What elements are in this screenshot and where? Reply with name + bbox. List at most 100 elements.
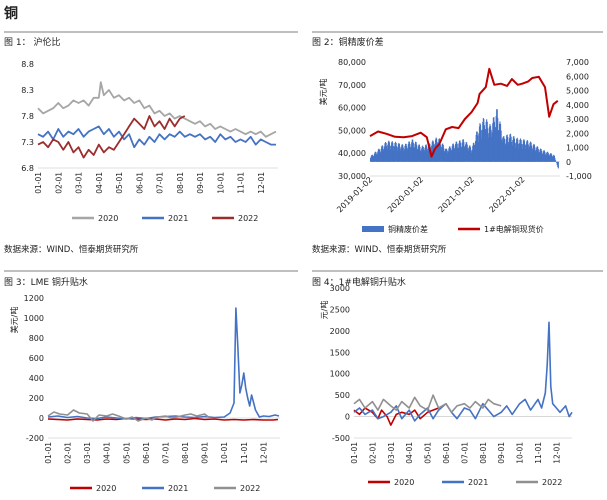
x-tick-label: 07-01 [161, 442, 170, 464]
y-tick-label-left: 80,000 [338, 58, 366, 67]
y-tick-label-right: 6,000 [566, 72, 589, 81]
x-tick-label: 07-01 [460, 442, 469, 464]
chart-title: 图 3：LME 铜升贴水 [4, 276, 88, 288]
x-tick-label: 12-01 [552, 442, 561, 464]
x-tick-label: 01-01 [44, 442, 53, 464]
legend-label: 2022 [240, 484, 260, 493]
x-tick-label: 2021-01-02 [437, 175, 476, 214]
x-tick-label: 04-01 [95, 172, 104, 194]
y-tick-label-right: 7,000 [566, 58, 589, 67]
y-tick-label: 500 [335, 391, 350, 400]
fig2-chart: 图 2：铜精废价差30,00040,00050,00060,00070,0008… [312, 36, 592, 234]
x-tick-label: 05-01 [115, 172, 124, 194]
y-axis-label: 元/吨 [319, 301, 329, 320]
x-tick-label: 11-01 [237, 172, 246, 194]
series-line-2020 [48, 419, 278, 421]
x-tick-label: 07-01 [156, 172, 165, 194]
y-tick-label-right: 1,000 [566, 144, 589, 153]
y-axis-label: 美元/吨 [9, 307, 19, 334]
x-tick-label: 06-01 [135, 172, 144, 194]
legend-label: 铜精废价差 [388, 224, 428, 234]
x-tick-label: 10-01 [216, 172, 225, 194]
y-tick-label-left: 70,000 [338, 81, 366, 90]
x-tick-label: 05-01 [424, 442, 433, 464]
legend-label: 1#电解铜现货价 [484, 224, 544, 234]
y-tick-label: 400 [29, 374, 44, 383]
y-tick-label: 6.8 [21, 164, 34, 173]
y-tick-label: 7.3 [21, 138, 34, 147]
y-tick-label: 1000 [24, 314, 44, 323]
x-tick-label: 11-01 [240, 442, 249, 464]
x-tick-label: 09-01 [201, 442, 210, 464]
chart-title: 图 2：铜精废价差 [312, 36, 384, 48]
x-tick-label: 03-01 [387, 442, 396, 464]
page-heading: 铜 [4, 5, 18, 22]
legend-label: 2022 [542, 478, 562, 487]
x-tick-label: 06-01 [142, 442, 151, 464]
data-source-note: 数据来源：WIND、恒泰期货研究所 [4, 244, 139, 255]
y-tick-label: 200 [29, 394, 44, 403]
x-tick-label: 09-01 [196, 172, 205, 194]
y-tick-label: -200 [26, 434, 44, 443]
fig1-chart: 图 1： 沪伦比 6.8 7.3 7.8 8.3 8.8 01-01 02-01 03-01 04… [4, 36, 278, 223]
x-tick-label: 01-01 [34, 172, 43, 194]
x-tick-label: 03-01 [75, 172, 84, 194]
y-tick-label: 600 [29, 354, 44, 363]
x-tick-label: 2022-01-02 [487, 175, 526, 214]
y-tick-label: 0 [39, 414, 44, 423]
y-tick-label-left: 30,000 [338, 172, 366, 181]
bar [555, 160, 556, 162]
y-tick-label: 7.8 [21, 112, 34, 121]
x-tick-label: 08-01 [181, 442, 190, 464]
y-tick-label: 2000 [330, 327, 350, 336]
y-tick-label-left: 60,000 [338, 104, 366, 113]
x-tick-label: 10-01 [516, 442, 525, 464]
legend-swatch [362, 226, 384, 232]
x-tick-label: 04-01 [405, 442, 414, 464]
legend-label: 2022 [238, 214, 258, 223]
y-tick-label-right: 4,000 [566, 101, 589, 110]
y-tick-label: 800 [29, 334, 44, 343]
x-tick-label: 10-01 [220, 442, 229, 464]
x-tick-label: 05-01 [122, 442, 131, 464]
x-tick-label: 03-01 [83, 442, 92, 464]
x-tick-label: 08-01 [479, 442, 488, 464]
y-tick-label: 1200 [24, 294, 44, 303]
y-tick-label-right: 5,000 [566, 87, 589, 96]
x-tick-label: 02-01 [368, 442, 377, 464]
fig4-chart: 图 4：1#电解铜升贴水-500050010001500200025003000… [312, 276, 572, 487]
y-tick-label-right: 2,000 [566, 129, 589, 138]
y-tick-label: 1500 [330, 348, 350, 357]
y-tick-label: -500 [332, 434, 350, 443]
legend-label: 2020 [98, 214, 118, 223]
series-line-2020 [38, 82, 276, 137]
x-tick-label: 08-01 [176, 172, 185, 194]
series-line-2021 [354, 322, 572, 421]
y-tick-label: 8.3 [21, 86, 34, 95]
fig3-chart: 图 3：LME 铜升贴水 -200 0 200 400 600 800 1000 1200 01-… [4, 276, 280, 493]
x-tick-label: 09-01 [497, 442, 506, 464]
legend-label: 2021 [168, 484, 188, 493]
legend-label: 2020 [96, 484, 116, 493]
data-source-note: 数据来源：WIND、恒泰期货研究所 [312, 244, 447, 255]
x-tick-label: 12-01 [257, 172, 266, 194]
y-tick-label-right: -1,000 [566, 172, 592, 181]
x-tick-label: 01-01 [350, 442, 359, 464]
y-tick-label: 1000 [330, 370, 350, 379]
chart-title: 图 1： 沪伦比 [4, 36, 60, 48]
bar [558, 162, 559, 169]
y-tick-label-right: 3,000 [566, 115, 589, 124]
x-tick-label: 02-01 [54, 172, 63, 194]
x-tick-label: 06-01 [442, 442, 451, 464]
y-axis-label: 美元/吨 [318, 79, 328, 106]
x-tick-label: 2020-01-02 [386, 175, 425, 214]
legend-label: 2021 [168, 214, 188, 223]
series-line-2021 [48, 308, 279, 419]
y-tick-label: 0 [345, 413, 350, 422]
y-tick-label: 2500 [330, 305, 350, 314]
y-tick-label-right: 0 [566, 158, 571, 167]
y-tick-label-left: 40,000 [338, 149, 366, 158]
y-tick-label: 8.8 [21, 60, 34, 69]
